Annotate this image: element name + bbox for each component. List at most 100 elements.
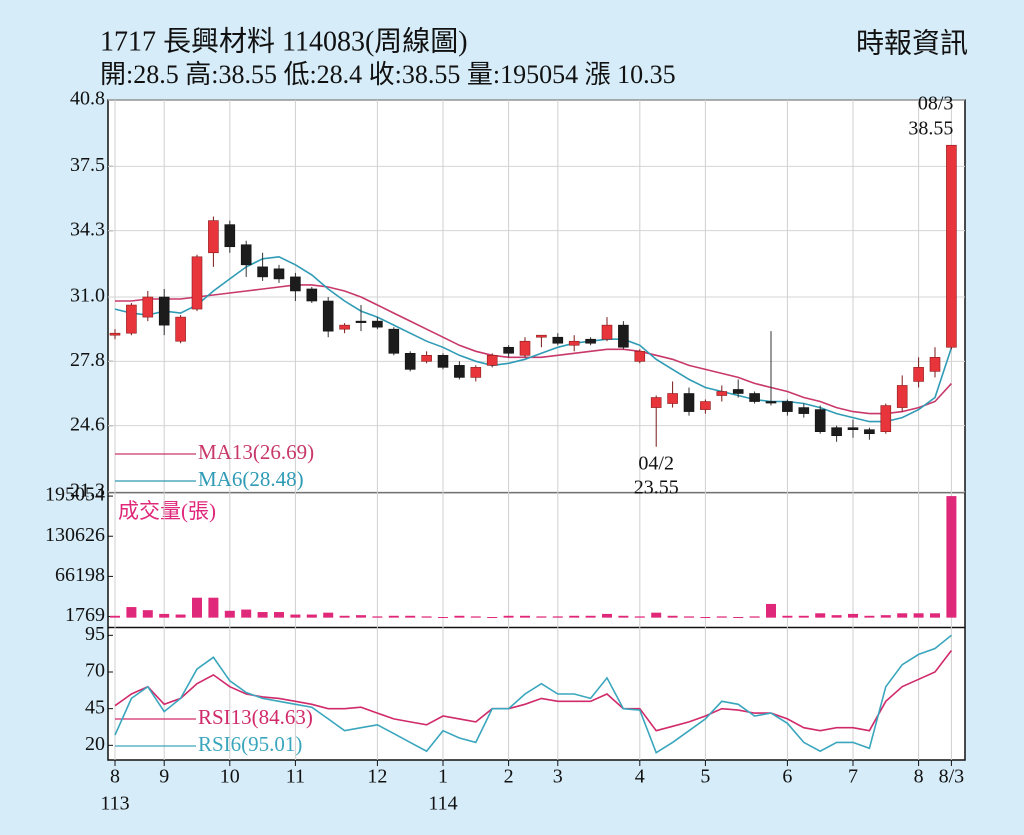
y-tick-label: 95 (85, 623, 105, 645)
volume-bar (815, 613, 826, 618)
candle-body (585, 338, 596, 344)
candle-body (732, 389, 744, 394)
legend-label: RSI13(84.63) (198, 705, 313, 729)
candle-body (470, 367, 482, 378)
volume-bar (159, 613, 170, 618)
candle-body (700, 401, 711, 410)
volume-bar (470, 616, 481, 618)
x-tick-label: 10 (220, 766, 240, 788)
volume-bar (733, 617, 744, 619)
y-tick-label: 37.5 (70, 154, 105, 176)
y-tick-label: 195054 (45, 484, 105, 506)
candle-body (388, 328, 400, 354)
candle-body (355, 320, 367, 323)
candle-body (503, 346, 514, 354)
volume-bar (241, 609, 252, 618)
y-tick-label: 20 (85, 733, 105, 755)
x-tick-label: 2 (504, 766, 514, 788)
candle-body (322, 300, 334, 332)
x-tick-label: 6 (782, 766, 792, 788)
candle-body (175, 316, 186, 342)
volume-bar (946, 496, 957, 618)
candle-body (618, 324, 629, 348)
volume-bar (421, 616, 432, 618)
volume-bar (323, 612, 334, 618)
volume-bar (503, 615, 514, 618)
x-tick-label: 7 (848, 766, 858, 788)
x-tick-label: 3 (553, 766, 563, 788)
volume-bar (864, 615, 875, 618)
candle-body (913, 367, 924, 382)
annotation-date: 08/3 (918, 93, 954, 115)
x-tick-label: 12 (367, 766, 387, 788)
candle-body (372, 320, 383, 328)
volume-bar (602, 613, 612, 618)
volume-bar (290, 614, 301, 618)
candle-body (716, 391, 728, 396)
candle-body (896, 385, 908, 408)
volume-bar (848, 613, 858, 618)
volume-bar (716, 616, 727, 618)
volume-bar (192, 597, 202, 618)
volume-bar (585, 615, 596, 618)
volume-bar (634, 616, 645, 618)
candle-body (224, 224, 236, 248)
annotation-value: 38.55 (908, 118, 953, 140)
y-tick-label: 24.6 (70, 413, 105, 435)
candle-body (601, 324, 613, 340)
candle-body (765, 401, 777, 404)
year-label: 113 (100, 793, 129, 815)
volume-bar (339, 615, 350, 618)
volume-bar (651, 612, 662, 618)
y-tick-label: 31.0 (70, 285, 105, 307)
volume-bar (208, 597, 219, 618)
volume-bar (257, 612, 268, 618)
volume-bar (880, 615, 891, 618)
candle-body (126, 304, 137, 334)
y-tick-label: 27.8 (70, 349, 105, 371)
volume-bar (536, 616, 547, 618)
legend-label: RSI6(95.01) (198, 732, 302, 756)
candle-body (568, 340, 580, 346)
candle-body (847, 427, 859, 430)
x-tick-label: 8/3 (939, 766, 965, 788)
candle-body (421, 355, 432, 362)
candle-body (404, 352, 416, 370)
annotation-date: 04/2 (638, 453, 674, 475)
volume-bar (913, 613, 924, 618)
legend-label: MA6(28.48) (198, 467, 304, 491)
candle-body (749, 393, 760, 402)
candle-body (142, 296, 154, 318)
x-tick-label: 8 (914, 766, 924, 788)
candle-body (208, 220, 219, 254)
volume-bar (487, 617, 498, 619)
x-tick-label: 8 (110, 766, 120, 788)
volume-bar (798, 615, 809, 618)
candle-body (798, 407, 810, 414)
candle-body (519, 340, 531, 356)
candle-body (782, 401, 793, 412)
x-tick-label: 5 (700, 766, 710, 788)
volume-bar (700, 617, 711, 619)
volume-bar (142, 610, 153, 618)
volume-bar (126, 607, 137, 618)
candle-body (109, 332, 121, 336)
candle-body (339, 324, 350, 330)
candle-body (929, 357, 941, 372)
volume-bar (930, 613, 940, 618)
candle-body (831, 427, 842, 437)
volume-bar (110, 615, 120, 618)
y-tick-label: 21.3 (70, 480, 105, 502)
candle-body (437, 355, 449, 368)
candle-body (290, 276, 301, 292)
y-tick-label: 66198 (55, 564, 105, 586)
line-series (115, 284, 952, 415)
y-tick-label: 40.8 (70, 88, 105, 110)
candle-body (946, 144, 957, 348)
candle-body (814, 409, 826, 432)
volume-bar (224, 610, 235, 618)
volume-bar (782, 615, 793, 618)
volume-bar (306, 614, 317, 618)
candle-body (240, 244, 252, 266)
volume-bar (667, 615, 678, 618)
